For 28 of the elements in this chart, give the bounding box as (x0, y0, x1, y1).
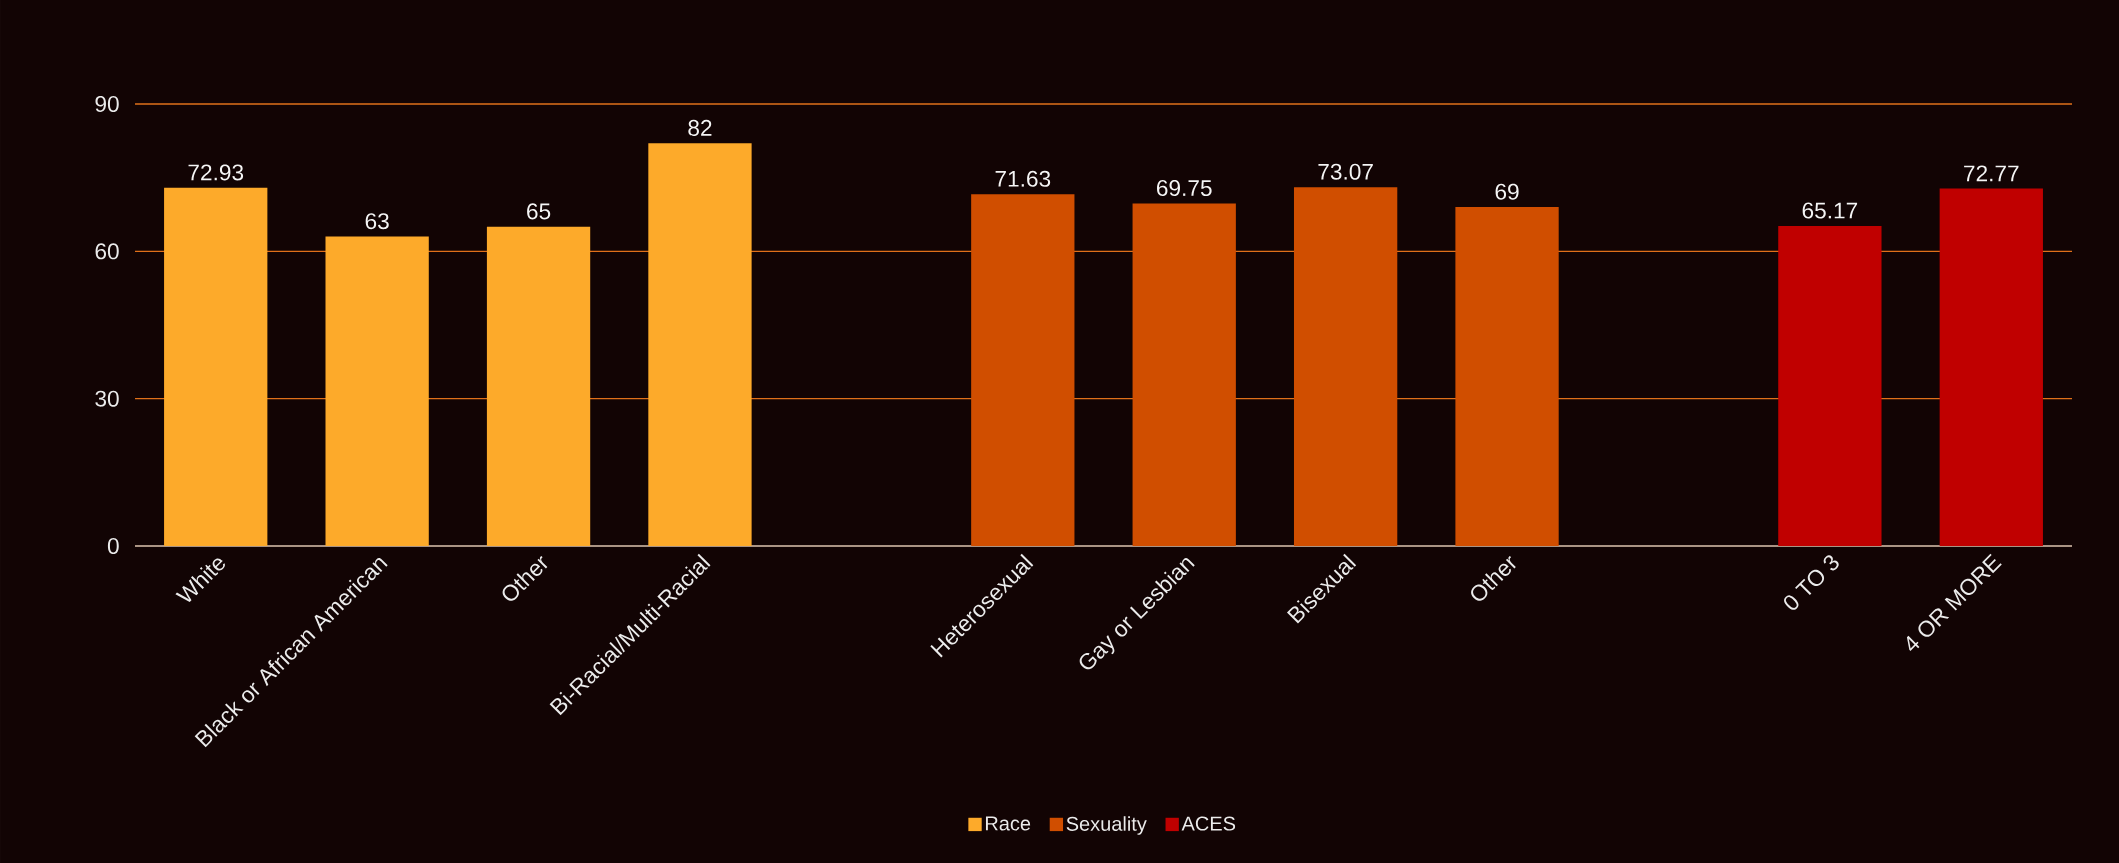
bar (1132, 203, 1236, 546)
data-label: 72.93 (188, 164, 244, 181)
data-label: 73.07 (1318, 163, 1373, 180)
legend-label: Sexuality (1066, 816, 1147, 835)
data-label: 82 (688, 119, 712, 136)
bar (325, 236, 429, 546)
y-tick-label: 30 (95, 390, 119, 407)
data-label: 65 (527, 203, 551, 220)
y-tick-label: 0 (107, 537, 119, 555)
y-tick-label: 60 (95, 243, 119, 260)
data-label: 69 (1495, 183, 1519, 200)
bar (164, 187, 268, 546)
bar (1778, 225, 1882, 546)
data-label: 72.77 (1964, 165, 2019, 182)
x-tick-label: 0 TO 3 (1784, 555, 1839, 610)
data-label: 71.63 (995, 170, 1051, 187)
bar (648, 143, 752, 546)
legend-label: Race (985, 816, 1031, 831)
data-label: 65.17 (1802, 202, 1858, 219)
data-label: 63 (365, 213, 389, 230)
data-label: 69.75 (1157, 180, 1212, 197)
legend-label: ACES (1181, 816, 1236, 831)
bar (1293, 187, 1398, 546)
y-tick-label: 90 (95, 95, 119, 113)
bar (971, 194, 1075, 546)
bar (1455, 207, 1559, 546)
bar (1939, 188, 2043, 546)
bar (486, 226, 591, 546)
